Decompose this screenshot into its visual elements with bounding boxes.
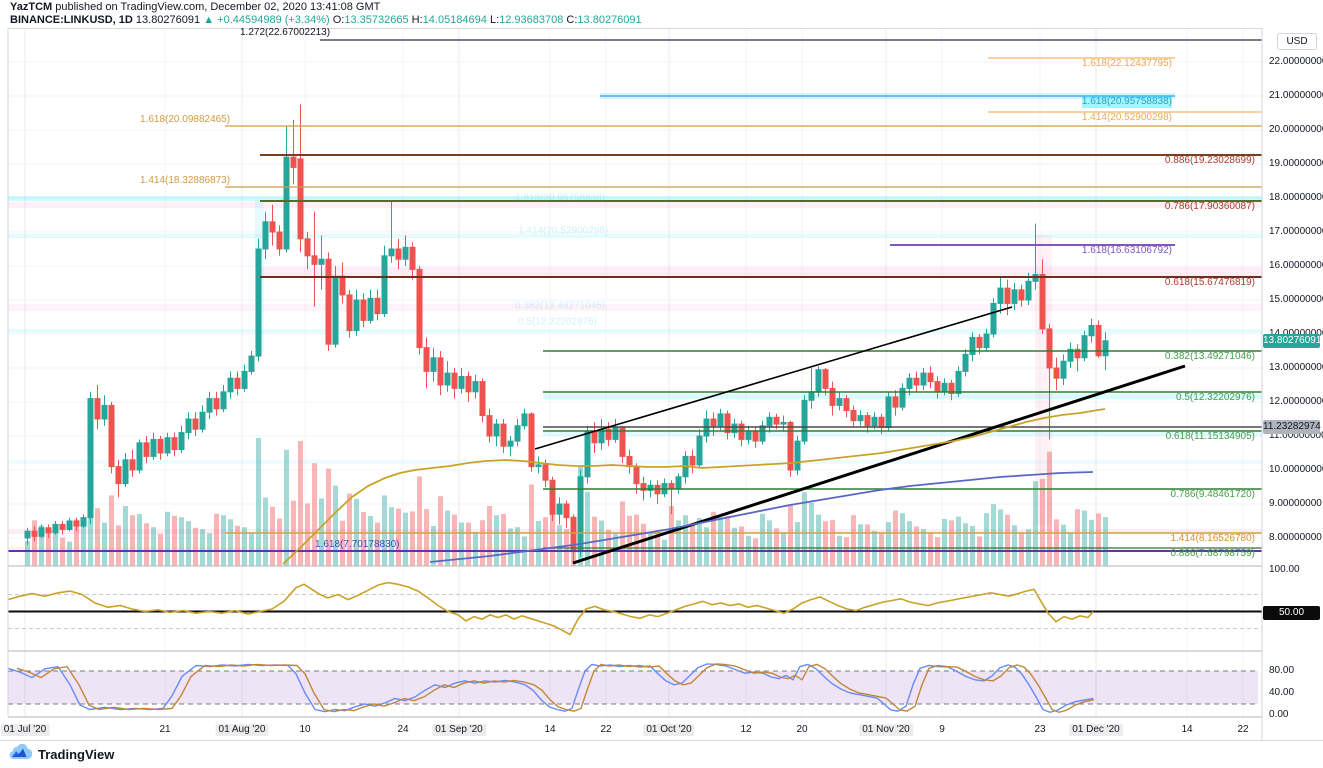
published-line: YazTCM published on TradingView.com, Dec…	[10, 1, 380, 13]
symbol-ohlc-line: BINANCE:LINKUSD, 1D 13.80276091 ▲ +0.445…	[10, 14, 642, 26]
time-axis[interactable]	[0, 717, 1262, 741]
header-text-segment: C:	[563, 14, 578, 26]
header-text-segment: O:	[329, 14, 345, 26]
header-text-segment: 12.93683708	[499, 14, 564, 26]
header-text-segment: YazTCM	[10, 1, 53, 13]
chart-header: YazTCM published on TradingView.com, Dec…	[0, 0, 1323, 28]
tradingview-logo-icon[interactable]	[8, 743, 33, 766]
header-text-segment: 13.35732665	[344, 14, 409, 26]
header-text-segment: 14.05184694	[422, 14, 487, 26]
tradingview-wordmark[interactable]: TradingView	[38, 747, 115, 762]
header-text-segment: H:	[408, 14, 423, 26]
currency-toggle-button[interactable]: USD	[1277, 33, 1317, 50]
header-text-segment: 13.80276091	[577, 14, 642, 26]
price-axis[interactable]	[1262, 28, 1323, 717]
header-text-segment: published on TradingView.com, December 0…	[52, 1, 381, 13]
header-text-segment: BINANCE:LINKUSD, 1D	[10, 14, 133, 26]
header-text-segment: L:	[486, 14, 500, 26]
header-text-segment: ▲ +0.44594989 (+3.34%)	[203, 14, 330, 26]
footer: TradingView	[0, 741, 1323, 768]
header-text-segment: 13.80276091	[132, 14, 204, 26]
